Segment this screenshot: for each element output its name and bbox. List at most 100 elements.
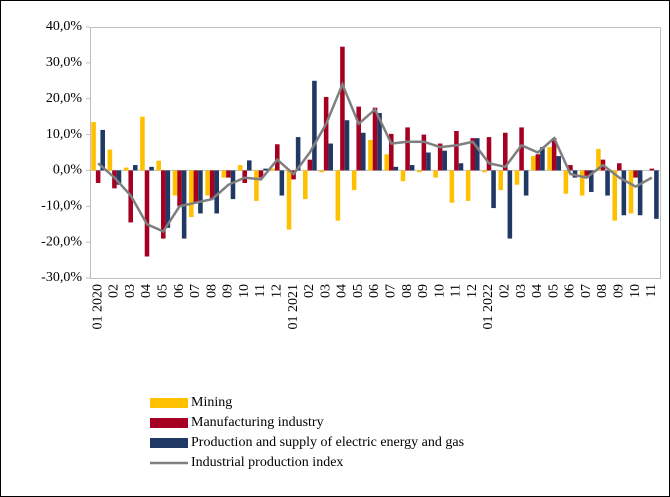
x-tick-label: 04: [530, 284, 545, 298]
bar: [596, 148, 601, 171]
bar: [205, 170, 210, 196]
x-tick-label: 04: [139, 284, 154, 298]
x-tick-label: 09: [416, 284, 431, 298]
x-tick-label: 02: [107, 284, 122, 298]
bar: [270, 168, 276, 171]
bar: [579, 170, 585, 196]
legend-label: Industrial production index: [191, 455, 343, 470]
bar: [149, 166, 154, 171]
bar: [621, 170, 627, 216]
legend-swatch: [150, 438, 188, 448]
bar: [612, 170, 618, 221]
bar: [491, 170, 496, 209]
bar: [563, 170, 569, 194]
bar: [547, 147, 552, 171]
bar: [368, 139, 373, 171]
bar: [177, 170, 182, 207]
bar: [637, 170, 643, 216]
bar: [605, 170, 610, 196]
x-tick-label: 12: [465, 284, 480, 298]
bar: [144, 170, 150, 257]
bar: [523, 170, 529, 196]
x-tick-label: 06: [563, 284, 578, 298]
bar: [335, 170, 341, 221]
bar: [193, 170, 199, 203]
bar: [519, 127, 524, 171]
bar: [654, 170, 659, 219]
bar: [263, 168, 268, 171]
bar: [295, 137, 301, 171]
bar: [482, 170, 487, 173]
bar: [323, 96, 329, 171]
bar: [389, 133, 394, 171]
bar: [132, 165, 138, 171]
legend-label: Manufacturing industry: [191, 415, 324, 430]
x-tick-label: 11: [253, 284, 268, 297]
plot-frame: [90, 27, 661, 279]
x-tick-label: 01 2020: [90, 284, 105, 330]
bar: [507, 170, 513, 239]
bar: [107, 149, 113, 171]
bar: [535, 154, 541, 171]
x-tick-label: 02: [302, 284, 317, 298]
x-tick-label: 11: [449, 284, 464, 297]
bar: [470, 138, 475, 171]
bar: [246, 160, 252, 171]
bar: [100, 129, 105, 171]
bar: [328, 143, 333, 171]
bar: [405, 127, 410, 171]
line: [97, 81, 653, 233]
bar: [551, 138, 557, 171]
bar: [437, 143, 443, 171]
x-tick-label: 07: [579, 284, 594, 298]
bar: [474, 138, 480, 171]
y-tick-label: 10,0%: [46, 127, 83, 142]
bar: [221, 170, 227, 178]
x-tick-label: 01 2021: [286, 284, 301, 330]
bar: [116, 170, 122, 185]
x-tick-label: 10: [628, 284, 643, 298]
bar: [458, 163, 464, 171]
bar: [230, 170, 236, 200]
bar: [279, 170, 285, 196]
y-tick-label: 40,0%: [46, 19, 83, 34]
x-tick-label: 01 2022: [481, 284, 496, 330]
bar: [409, 165, 415, 171]
bar: [123, 167, 129, 171]
bar: [503, 132, 508, 171]
bar: [649, 168, 655, 171]
x-tick-label: 05: [156, 284, 171, 298]
x-tick-label: 06: [172, 284, 187, 298]
bar: [258, 170, 264, 178]
bar: [165, 170, 171, 228]
bar: [442, 150, 447, 171]
x-tick-label: 03: [318, 284, 333, 298]
bar: [372, 107, 378, 171]
x-tick-label: 10: [432, 284, 447, 298]
bar: [556, 156, 561, 171]
bar: [393, 166, 399, 171]
bar: [421, 134, 427, 171]
bar: [319, 170, 324, 173]
bar: [377, 113, 382, 171]
bar: [628, 170, 634, 214]
bar: [351, 170, 357, 191]
x-tick-label: 07: [188, 284, 203, 298]
bar: [568, 165, 573, 171]
bar: [588, 170, 594, 192]
y-tick-label: 0,0%: [53, 163, 83, 178]
y-tick-label: -20,0%: [41, 234, 82, 249]
bar: [433, 170, 438, 178]
bar: [275, 144, 280, 171]
y-tick-label: 20,0%: [46, 91, 83, 106]
bar: [254, 170, 259, 201]
bar: [91, 122, 96, 171]
bar: [633, 170, 638, 178]
x-tick-label: 02: [498, 284, 513, 298]
bar: [214, 170, 219, 214]
x-tick-label: 12: [270, 284, 285, 298]
x-tick-label: 08: [204, 284, 219, 298]
x-tick-label: 05: [351, 284, 366, 298]
bar: [312, 80, 317, 171]
